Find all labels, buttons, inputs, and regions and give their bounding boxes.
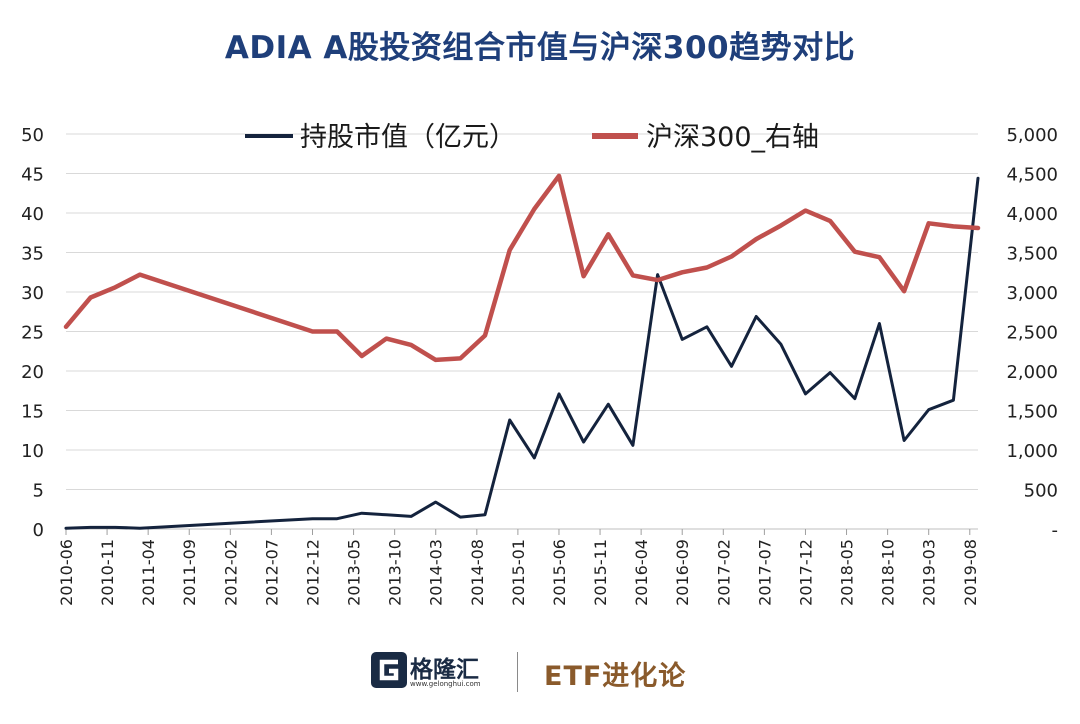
x-tick-label: 2017-07: [755, 539, 774, 606]
x-tick-label: 2016-09: [673, 539, 692, 606]
footer: 格隆汇 www.gelonghui.com ETF进化论: [0, 646, 1080, 700]
x-tick-label: 2015-06: [550, 539, 569, 606]
series-line-holdings: [64, 176, 980, 530]
x-tick-label: 2012-07: [262, 539, 281, 606]
right-tick-label: 4,500: [1006, 165, 1058, 186]
logo-name: 格隆汇: [410, 657, 479, 683]
left-tick-label: 30: [21, 283, 44, 304]
gelonghui-logo-icon: [371, 652, 407, 688]
left-axis-ticks: 0 5 10 15 20 25 30 35 40 45 50: [21, 125, 44, 541]
series-lines: [63, 173, 981, 530]
x-tick-label: 2015-11: [591, 539, 610, 606]
right-tick-label: 3,500: [1006, 244, 1058, 265]
line-chart: 0 5 10 15 20 25 30 35 40 45 50 - 500 1,000 1,500 2,000…: [21, 122, 1058, 606]
gridlines: [66, 133, 978, 530]
x-tick-label: 2018-05: [838, 539, 857, 606]
left-tick-label: 0: [33, 520, 44, 541]
left-tick-label: 15: [21, 402, 44, 423]
x-tick-label: 2018-10: [879, 539, 898, 606]
series-line-csi300: [63, 173, 981, 363]
x-tick-label: 2016-04: [632, 539, 651, 606]
x-tick-label: 2013-05: [345, 539, 364, 606]
x-tick-label: 2011-09: [180, 539, 199, 606]
right-tick-label: 2,000: [1006, 362, 1058, 383]
left-tick-label: 25: [21, 323, 44, 344]
right-tick-label: 2,500: [1006, 323, 1058, 344]
left-tick-label: 20: [21, 362, 44, 383]
right-axis-ticks: - 500 1,000 1,500 2,000 2,500 3,000 3,500 4,000 4…: [1006, 125, 1058, 541]
legend-label-csi300: 沪深300_右轴: [646, 122, 819, 153]
x-tick-label: 2014-03: [427, 539, 446, 606]
right-tick-label: 4,000: [1006, 204, 1058, 225]
x-tick-label: 2019-03: [920, 539, 939, 606]
x-tick-label: 2010-11: [98, 539, 117, 606]
right-tick-label: 1,000: [1006, 441, 1058, 462]
x-axis-ticks: 2010-06 2010-11 2011-04 2011-09 2012-02 2012-…: [57, 529, 980, 606]
x-tick-label: 2012-02: [221, 539, 240, 606]
footer-divider: [517, 652, 518, 692]
left-tick-label: 50: [21, 125, 44, 146]
right-tick-label: 1,500: [1006, 402, 1058, 423]
logo-url: www.gelonghui.com: [410, 680, 481, 688]
right-tick-label: 5,000: [1006, 125, 1058, 146]
legend: 持股市值（亿元） 沪深300_右轴: [245, 122, 819, 153]
right-tick-label: 500: [1024, 481, 1058, 502]
x-tick-label: 2011-04: [139, 539, 158, 606]
brand-name: ETF进化论: [544, 661, 687, 692]
x-tick-label: 2013-10: [386, 539, 405, 606]
left-tick-label: 5: [33, 481, 44, 502]
left-tick-label: 45: [21, 165, 44, 186]
x-tick-label: 2015-01: [509, 539, 528, 606]
x-tick-label: 2017-12: [796, 539, 815, 606]
x-tick-label: 2010-06: [57, 539, 76, 606]
x-tick-label: 2012-12: [303, 539, 322, 606]
left-tick-label: 10: [21, 441, 44, 462]
left-tick-label: 35: [21, 244, 44, 265]
x-tick-label: 2014-08: [468, 539, 487, 606]
left-tick-label: 40: [21, 204, 44, 225]
right-tick-label: 3,000: [1006, 283, 1058, 304]
chart-title: ADIA A股投资组合市值与沪深300趋势对比: [224, 30, 856, 66]
x-tick-label: 2017-02: [714, 539, 733, 606]
legend-label-holdings: 持股市值（亿元）: [300, 122, 516, 153]
right-tick-label: -: [1052, 520, 1059, 541]
x-tick-label: 2019-08: [961, 539, 980, 606]
